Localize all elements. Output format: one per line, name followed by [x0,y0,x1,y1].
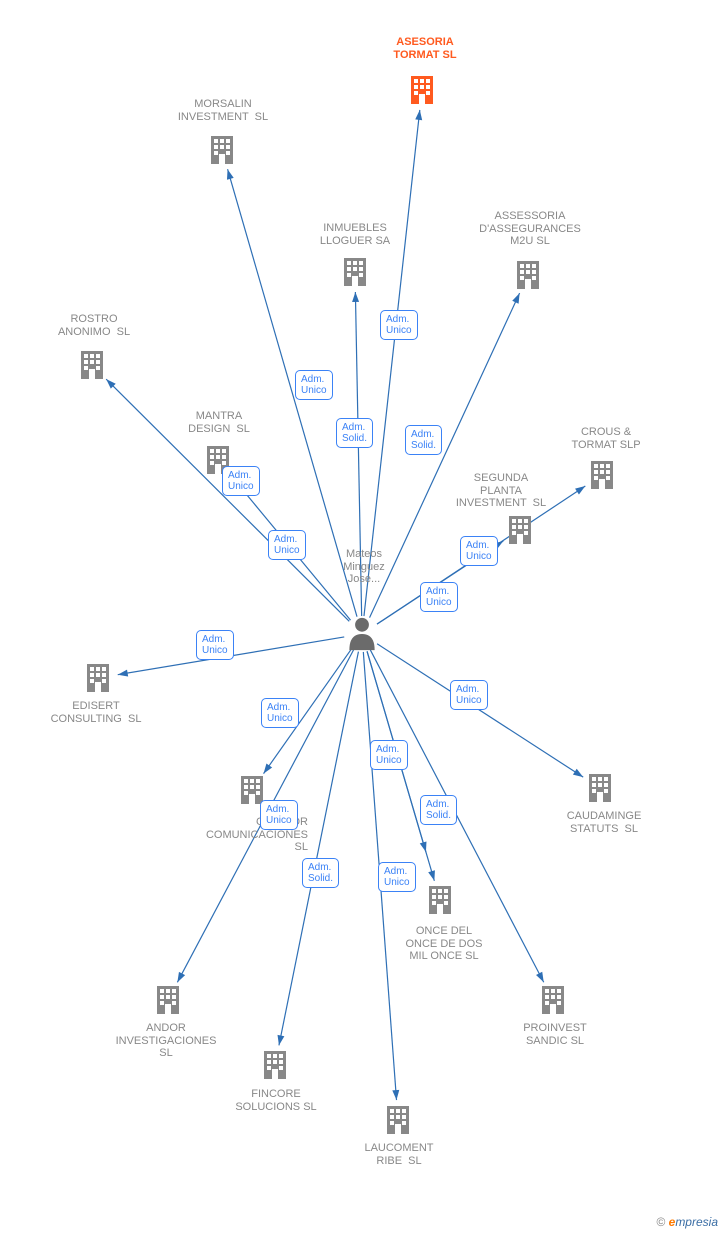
edge-arrowhead [493,541,503,549]
edge-arrowhead [415,110,422,120]
edge-arrowhead [575,486,585,494]
edge-line [364,110,420,616]
building-icon[interactable] [157,986,179,1014]
edge-line [377,644,583,777]
brand-rest: mpresia [675,1215,718,1229]
edge-arrowhead [278,1035,285,1045]
edge-line [231,475,351,620]
building-icon[interactable] [87,664,109,692]
edge-line [279,652,358,1046]
edge-line [106,379,349,621]
edge-line [363,652,396,1100]
edge-arrowhead [428,870,435,881]
person-icon[interactable] [349,618,374,650]
building-icon[interactable] [211,136,233,164]
edge-arrowhead [352,292,359,302]
edge-arrowhead [118,670,128,677]
building-icon[interactable] [264,1051,286,1079]
edge-arrowhead [264,763,273,773]
edge-line [118,637,345,675]
edge-arrowhead [573,769,583,777]
building-icon[interactable] [509,516,531,544]
building-icon[interactable] [591,461,613,489]
copyright-symbol: © [656,1215,665,1229]
edge-arrowhead [512,293,519,304]
footer-copyright: © empresia [656,1215,718,1229]
edge-arrowhead [227,169,234,180]
building-icon[interactable] [411,76,433,104]
diagram-canvas [0,0,728,1235]
edge-line [264,649,352,774]
edge-arrowhead [536,972,544,982]
edge-line [177,650,353,982]
building-icon[interactable] [387,1106,409,1134]
edge-arrowhead [420,841,427,852]
edge-arrowhead [177,972,185,982]
building-icon[interactable] [207,446,229,474]
building-icon[interactable] [344,258,366,286]
building-icon[interactable] [589,774,611,802]
edge-arrowhead [392,1090,399,1100]
building-icon[interactable] [81,351,103,379]
edge-line [370,293,520,618]
edge-line [370,650,543,982]
building-icon[interactable] [517,261,539,289]
building-icon[interactable] [241,776,263,804]
edge-line [377,486,585,624]
building-icon[interactable] [429,886,451,914]
building-icon[interactable] [542,986,564,1014]
edge-line [355,292,361,616]
